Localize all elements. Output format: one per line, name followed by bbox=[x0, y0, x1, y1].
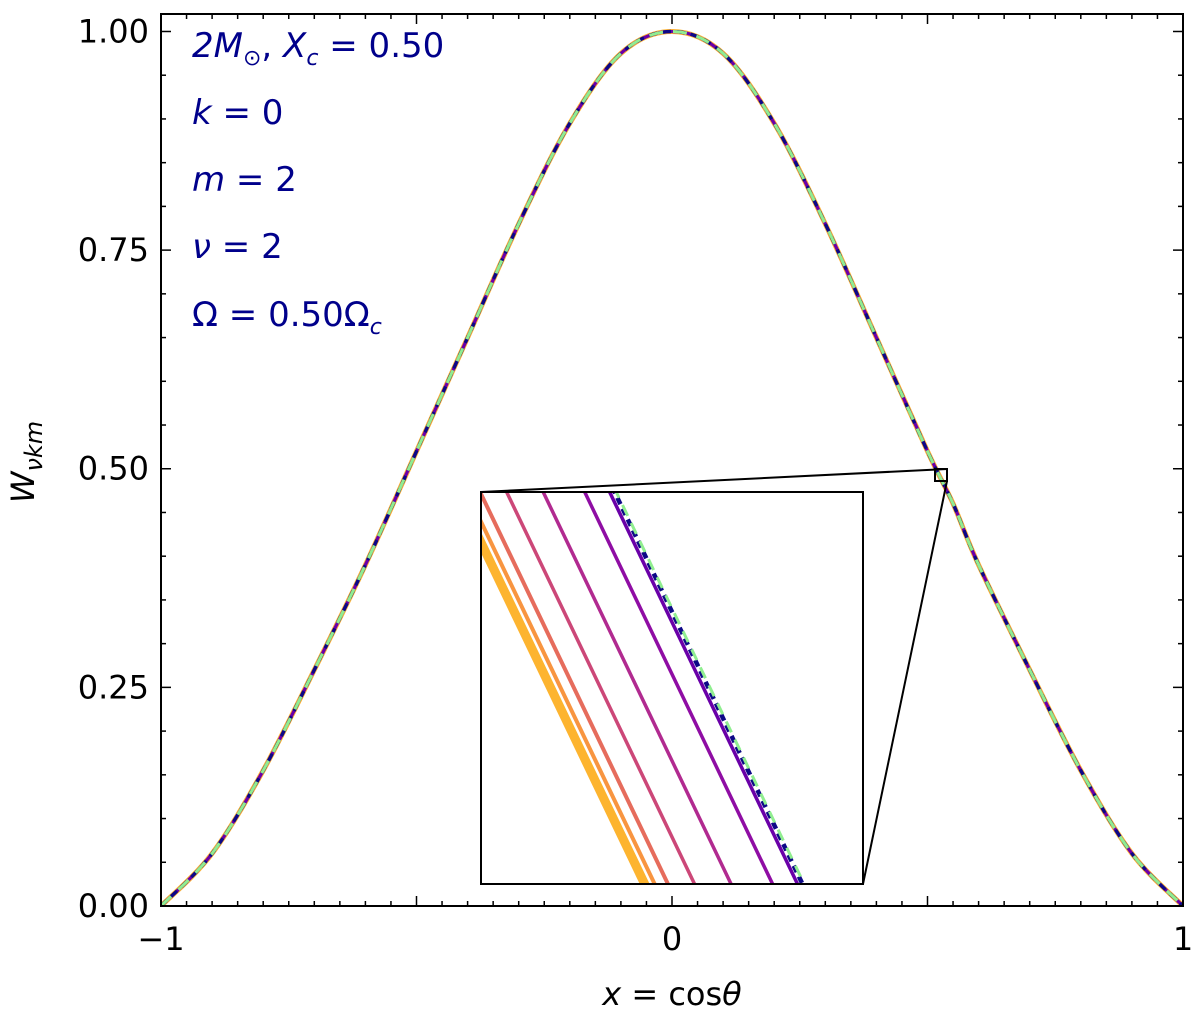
x-axis-label: x = cosθ bbox=[601, 975, 742, 1013]
inset-series-line-6 bbox=[607, 492, 800, 884]
series-line-8 bbox=[161, 29, 1183, 906]
y-tick-label: 0.25 bbox=[78, 668, 149, 706]
annotation-k: k = 0 bbox=[192, 93, 283, 133]
inset-series-line-0 bbox=[481, 532, 650, 884]
x-tick-label: 0 bbox=[662, 920, 682, 958]
inset-series-line-1 bbox=[481, 517, 657, 884]
x-tick-label: −1 bbox=[137, 920, 184, 958]
inset-series-line-5 bbox=[582, 492, 775, 884]
annotation-omega: Ω = 0.50Ωc bbox=[192, 295, 382, 340]
inset-series-line-4 bbox=[541, 492, 733, 884]
x-tick-label: 1 bbox=[1173, 920, 1193, 958]
annotation-star: 2M⊙, Xc = 0.50 bbox=[192, 26, 444, 71]
connector-top bbox=[480, 468, 948, 493]
y-tick-label: 1.00 bbox=[78, 12, 149, 50]
annotations: 2M⊙, Xc = 0.50 k = 0 m = 2 ν = 2 Ω = 0.5… bbox=[192, 26, 444, 340]
inset-frame bbox=[480, 491, 864, 885]
tick-labels: −1 0 1 0.00 0.25 0.50 0.75 1.00 bbox=[78, 12, 1193, 958]
inset-series-line-8 bbox=[614, 492, 806, 884]
main-curves bbox=[161, 28, 1183, 906]
y-tick-label: 0.00 bbox=[78, 887, 149, 925]
ticks bbox=[160, 14, 1184, 907]
y-tick-label: 0.50 bbox=[78, 450, 149, 488]
inset-background bbox=[481, 492, 863, 884]
y-axis-label: Wνkm bbox=[4, 421, 48, 503]
connector-bottom bbox=[862, 480, 948, 885]
annotation-nu: ν = 2 bbox=[192, 227, 283, 267]
inset-series-line-3 bbox=[504, 492, 697, 884]
annotation-m: m = 2 bbox=[192, 160, 297, 200]
inset-series-line-2 bbox=[481, 492, 671, 884]
y-tick-label: 0.75 bbox=[78, 231, 149, 269]
inset-curves bbox=[481, 492, 806, 884]
